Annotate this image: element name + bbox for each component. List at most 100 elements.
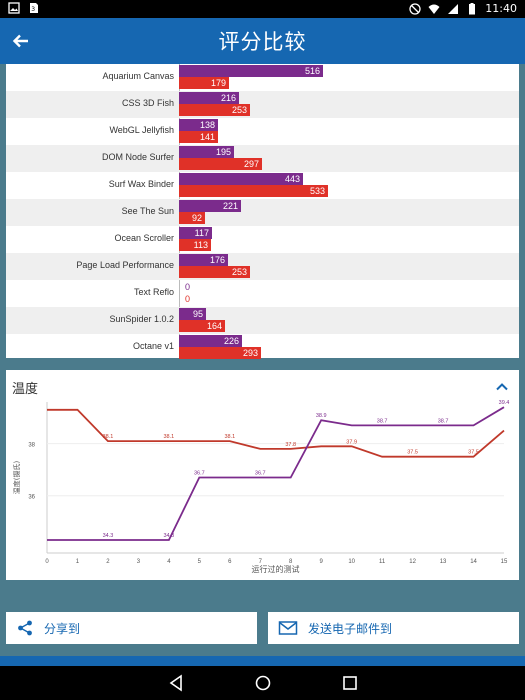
series-1-bar: 138 bbox=[179, 119, 218, 131]
svg-text:3: 3 bbox=[31, 6, 35, 13]
status-bar: 3 11:40 bbox=[0, 0, 525, 18]
series-2-bar: 113 bbox=[179, 239, 211, 251]
benchmark-row: DOM Node Surfer 195 297 bbox=[6, 145, 519, 172]
series-2-data-label: 39.4 bbox=[499, 400, 510, 406]
benchmark-label: Ocean Scroller bbox=[114, 233, 174, 243]
series-2-bar: 92 bbox=[179, 212, 205, 224]
x-tick-label: 8 bbox=[289, 559, 293, 565]
series-1-bar: 221 bbox=[179, 200, 241, 212]
email-button-label: 发送电子邮件到 bbox=[308, 621, 393, 636]
x-tick-label: 0 bbox=[45, 559, 49, 565]
share-button[interactable]: 分享到 bbox=[6, 612, 257, 644]
x-tick-label: 5 bbox=[198, 559, 202, 565]
benchmark-row: Aquarium Canvas 516 179 bbox=[6, 64, 519, 91]
signal-icon bbox=[448, 3, 459, 14]
x-tick-label: 15 bbox=[501, 559, 508, 565]
x-tick-label: 10 bbox=[348, 559, 355, 565]
series-2-data-label: 38.9 bbox=[316, 413, 327, 419]
benchmark-label: CSS 3D Fish bbox=[121, 98, 174, 108]
benchmark-label: DOM Node Surfer bbox=[101, 152, 174, 162]
series-1-bar: 95 bbox=[179, 308, 206, 320]
series-1-bar: 216 bbox=[179, 92, 239, 104]
benchmark-row: Text Reflo 0 0 bbox=[6, 280, 519, 307]
y-axis-label: 温度(摄氏) bbox=[12, 461, 21, 495]
clock: 11:40 bbox=[485, 2, 517, 15]
nav-recents-icon[interactable] bbox=[341, 674, 359, 692]
series-2-bar: 253 bbox=[179, 104, 250, 116]
series-2-data-label: 38.7 bbox=[438, 418, 449, 424]
series-2-bar: 293 bbox=[179, 347, 261, 359]
series-1-data-label: 38.1 bbox=[103, 434, 114, 440]
series-1-bar-zero: 0 bbox=[185, 282, 191, 292]
benchmark-label: Octane v1 bbox=[132, 341, 174, 351]
series-2-bar: 179 bbox=[179, 77, 229, 89]
x-tick-label: 3 bbox=[137, 559, 141, 565]
benchmark-row: SunSpider 1.0.2 95 164 bbox=[6, 307, 519, 334]
share-button-label: 分享到 bbox=[44, 621, 81, 636]
series-1-bar: 226 bbox=[179, 335, 242, 347]
series-1-bar: 443 bbox=[179, 173, 303, 185]
wifi-icon bbox=[428, 4, 440, 14]
series-1-line bbox=[47, 408, 505, 458]
nav-back-icon[interactable] bbox=[167, 674, 185, 692]
series-1-data-label: 38.1 bbox=[164, 434, 175, 440]
benchmark-label: Aquarium Canvas bbox=[102, 71, 174, 81]
benchmark-row: See The Sun 221 92 bbox=[6, 199, 519, 226]
series-1-data-label: 37.8 bbox=[285, 442, 296, 448]
series-1-bar: 195 bbox=[179, 146, 234, 158]
benchmark-label: See The Sun bbox=[121, 206, 174, 216]
x-tick-label: 11 bbox=[379, 559, 386, 565]
chevron-up-icon[interactable] bbox=[493, 378, 511, 396]
temperature-card: 温度 36 38 0 1 2 3 4 5 6 7 8 9 10 11 12 13 14 15 运行过的测试 温度(摄氏… bbox=[6, 370, 519, 580]
x-tick-label: 9 bbox=[320, 559, 324, 565]
benchmark-label: Page Load Performance bbox=[76, 260, 174, 270]
x-tick-label: 7 bbox=[259, 559, 263, 565]
navigation-bar bbox=[0, 666, 525, 700]
battery-icon bbox=[469, 2, 476, 14]
series-2-data-label: 38.7 bbox=[377, 418, 388, 424]
series-1-data-label: 38.1 bbox=[224, 434, 235, 440]
benchmark-row: Surf Wax Binder 443 533 bbox=[6, 172, 519, 199]
bottom-strip bbox=[0, 656, 525, 666]
mail-icon bbox=[278, 621, 298, 635]
x-tick-label: 6 bbox=[228, 559, 232, 565]
series-1-data-label: 37.9 bbox=[346, 439, 357, 445]
benchmark-row: Page Load Performance 176 253 bbox=[6, 253, 519, 280]
x-axis-label: 运行过的测试 bbox=[252, 564, 300, 574]
y-tick-label: 38 bbox=[28, 443, 35, 449]
back-button[interactable] bbox=[7, 27, 35, 55]
benchmark-label: Text Reflo bbox=[133, 287, 174, 297]
benchmark-label: WebGL Jellyfish bbox=[109, 125, 174, 135]
email-button[interactable]: 发送电子邮件到 bbox=[268, 612, 519, 644]
x-tick-label: 2 bbox=[106, 559, 110, 565]
series-2-bar-zero: 0 bbox=[185, 294, 191, 304]
series-1-bar: 117 bbox=[179, 227, 212, 239]
action-bar: 分享到 发送电子邮件到 bbox=[0, 596, 525, 656]
series-2-data-label: 34.3 bbox=[164, 533, 175, 539]
page-title: 评分比较 bbox=[218, 30, 307, 54]
benchmark-comparison-list: Aquarium Canvas 516 179 CSS 3D Fish 216 253 We… bbox=[6, 64, 519, 359]
x-tick-label: 1 bbox=[76, 559, 80, 565]
main-content[interactable]: Aquarium Canvas 516 179 CSS 3D Fish 216 253 We… bbox=[0, 64, 525, 656]
nav-home-icon[interactable] bbox=[254, 674, 272, 692]
x-tick-label: 13 bbox=[440, 559, 447, 565]
series-2-data-label: 34.3 bbox=[103, 533, 114, 539]
benchmark-label: SunSpider 1.0.2 bbox=[109, 314, 174, 324]
series-2-data-label: 36.7 bbox=[255, 471, 266, 477]
sim-notification-icon: 3 bbox=[30, 3, 38, 13]
series-2-bar: 164 bbox=[179, 320, 225, 332]
series-1-bar: 516 bbox=[179, 65, 323, 77]
x-tick-label: 14 bbox=[470, 559, 477, 565]
series-2-line bbox=[47, 406, 505, 541]
series-2-bar: 297 bbox=[179, 158, 262, 170]
series-2-bar: 253 bbox=[179, 266, 250, 278]
series-1-data-label: 37.5 bbox=[468, 450, 479, 456]
series-2-data-label: 36.7 bbox=[194, 471, 205, 477]
arrow-left-icon bbox=[12, 34, 28, 48]
temperature-title: 温度 bbox=[12, 382, 39, 397]
do-not-disturb-icon bbox=[409, 2, 421, 15]
series-2-bar: 141 bbox=[179, 131, 218, 143]
x-tick-label: 12 bbox=[409, 559, 416, 565]
series-1-data-label: 37.5 bbox=[407, 450, 418, 456]
